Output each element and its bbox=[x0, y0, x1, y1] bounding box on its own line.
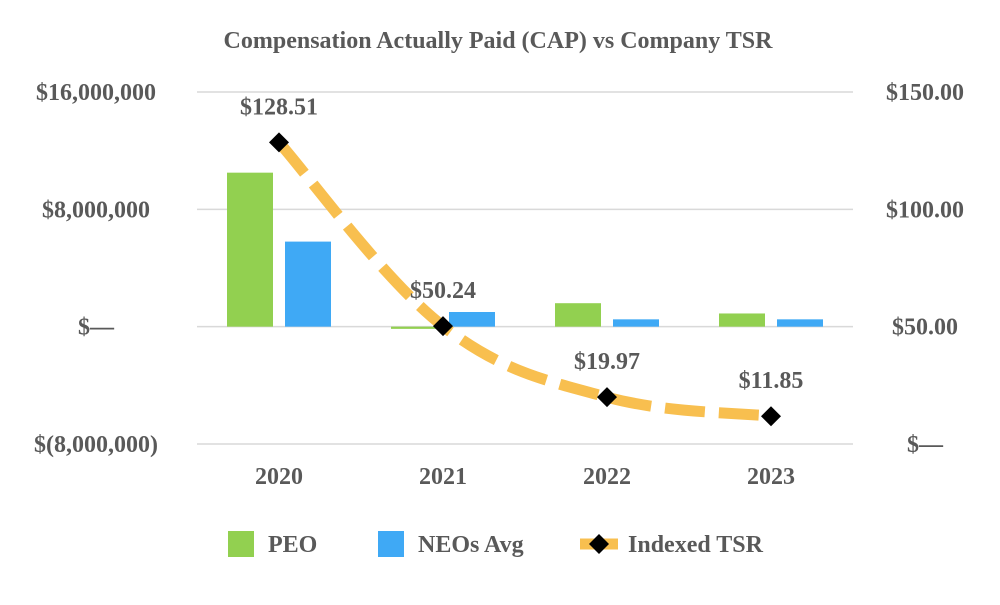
tsr-marker-2023 bbox=[761, 406, 781, 427]
tsr-marker-2022 bbox=[597, 387, 617, 408]
legend-neos-avg-label: NEOs Avg bbox=[418, 532, 524, 558]
x-axis-tick-label: 2023 bbox=[747, 464, 795, 490]
legend-indexed-tsr-swatch-marker bbox=[589, 534, 609, 554]
tsr-marker-2020 bbox=[269, 132, 289, 153]
tsr-data-label-2021: $50.24 bbox=[410, 278, 476, 304]
tsr-marker-2021 bbox=[433, 316, 453, 337]
legend-indexed-tsr-label: Indexed TSR bbox=[628, 532, 764, 558]
bar-neos-avg-2022 bbox=[613, 319, 659, 327]
bar-peo-2021 bbox=[391, 326, 437, 329]
bar-peo-2022 bbox=[555, 303, 601, 327]
bar-peo-2020 bbox=[227, 172, 273, 327]
tsr-data-label-2022: $19.97 bbox=[574, 349, 640, 375]
tsr-data-label-2020: $128.51 bbox=[240, 94, 318, 120]
bar-neos-avg-2023 bbox=[777, 319, 823, 327]
right-axis-tick-label: $150.00 bbox=[886, 80, 964, 106]
legend-peo-label: PEO bbox=[268, 532, 317, 558]
legend-neos-avg-swatch bbox=[378, 531, 404, 557]
x-axis-tick-label: 2022 bbox=[583, 464, 631, 490]
bar-peo-2023 bbox=[719, 313, 765, 327]
x-axis-tick-label: 2020 bbox=[255, 464, 303, 490]
left-axis-tick-label: $16,000,000 bbox=[36, 80, 156, 106]
bar-neos-avg-2021 bbox=[449, 312, 495, 327]
left-axis-tick-label: $(8,000,000) bbox=[34, 432, 158, 458]
right-axis-tick-label: $50.00 bbox=[892, 315, 958, 341]
left-axis-tick-label: $— bbox=[78, 315, 115, 341]
right-axis-tick-label: $— bbox=[907, 432, 944, 458]
legend-peo-swatch bbox=[228, 531, 254, 557]
right-axis-tick-label: $100.00 bbox=[886, 197, 964, 223]
bar-neos-avg-2020 bbox=[285, 241, 331, 327]
indexed-tsr-line bbox=[274, 138, 772, 422]
chart-title: Compensation Actually Paid (CAP) vs Comp… bbox=[224, 28, 774, 54]
tsr-data-label-2023: $11.85 bbox=[739, 368, 804, 394]
x-axis-tick-label: 2021 bbox=[419, 464, 467, 490]
left-axis-tick-label: $8,000,000 bbox=[42, 197, 150, 223]
